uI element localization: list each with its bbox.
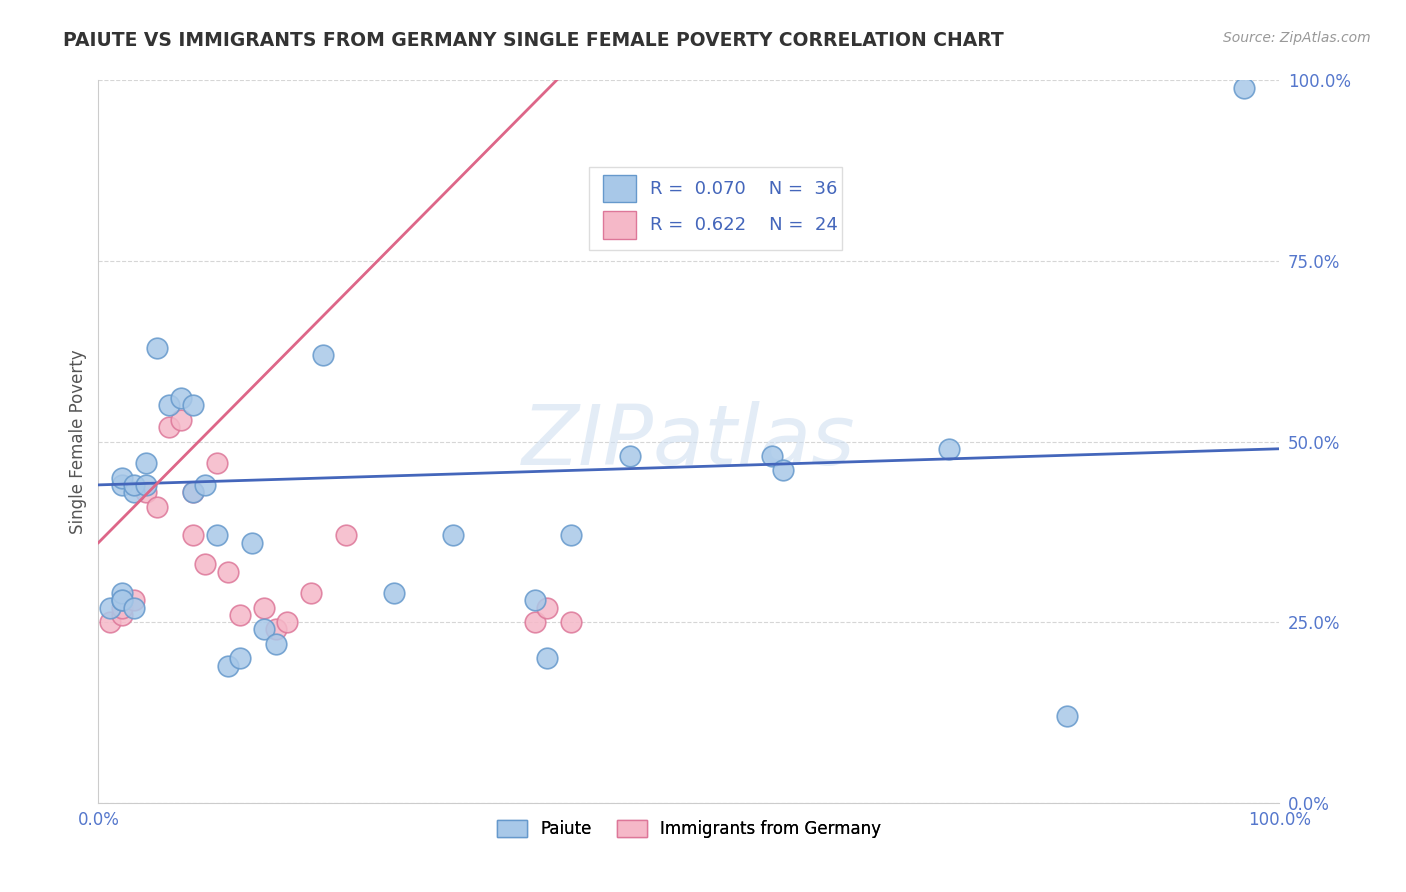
Point	[217, 658, 239, 673]
Point	[299, 586, 322, 600]
Point	[619, 449, 641, 463]
Point	[312, 348, 335, 362]
Point	[524, 615, 547, 630]
Point	[111, 593, 134, 607]
Point	[194, 478, 217, 492]
FancyBboxPatch shape	[603, 211, 636, 238]
Point	[536, 651, 558, 665]
Point	[98, 600, 121, 615]
Point	[938, 442, 960, 456]
FancyBboxPatch shape	[589, 167, 842, 250]
Point	[181, 485, 204, 500]
Point	[170, 391, 193, 405]
Point	[157, 420, 180, 434]
FancyBboxPatch shape	[603, 175, 636, 202]
Point	[122, 600, 145, 615]
Point	[524, 593, 547, 607]
Point	[205, 456, 228, 470]
Point	[111, 478, 134, 492]
Point	[170, 413, 193, 427]
Point	[229, 607, 252, 622]
Text: PAIUTE VS IMMIGRANTS FROM GERMANY SINGLE FEMALE POVERTY CORRELATION CHART: PAIUTE VS IMMIGRANTS FROM GERMANY SINGLE…	[63, 31, 1004, 50]
Point	[111, 607, 134, 622]
Point	[157, 398, 180, 412]
Point	[335, 528, 357, 542]
Point	[122, 593, 145, 607]
Point	[382, 586, 405, 600]
Point	[181, 485, 204, 500]
Point	[194, 558, 217, 572]
Point	[146, 500, 169, 514]
Point	[181, 398, 204, 412]
Point	[1233, 80, 1256, 95]
Point	[205, 528, 228, 542]
Point	[122, 478, 145, 492]
Point	[253, 623, 276, 637]
Point	[122, 485, 145, 500]
Point	[441, 528, 464, 542]
Legend: Paiute, Immigrants from Germany: Paiute, Immigrants from Germany	[491, 814, 887, 845]
Point	[146, 341, 169, 355]
Point	[135, 478, 157, 492]
Text: ZIPatlas: ZIPatlas	[522, 401, 856, 482]
Point	[264, 623, 287, 637]
Point	[560, 615, 582, 630]
Point	[253, 600, 276, 615]
Point	[135, 485, 157, 500]
Point	[276, 615, 298, 630]
Point	[98, 615, 121, 630]
Point	[536, 600, 558, 615]
Point	[111, 470, 134, 484]
Point	[761, 449, 783, 463]
Point	[111, 593, 134, 607]
Y-axis label: Single Female Poverty: Single Female Poverty	[69, 350, 87, 533]
Point	[181, 528, 204, 542]
Point	[772, 463, 794, 477]
Point	[111, 586, 134, 600]
Point	[111, 600, 134, 615]
Point	[217, 565, 239, 579]
Point	[264, 637, 287, 651]
Text: R =  0.070    N =  36: R = 0.070 N = 36	[650, 179, 838, 198]
Point	[240, 535, 263, 549]
Point	[229, 651, 252, 665]
Text: Source: ZipAtlas.com: Source: ZipAtlas.com	[1223, 31, 1371, 45]
Point	[1056, 709, 1078, 723]
Text: R =  0.622    N =  24: R = 0.622 N = 24	[650, 216, 838, 234]
Point	[560, 528, 582, 542]
Point	[135, 456, 157, 470]
